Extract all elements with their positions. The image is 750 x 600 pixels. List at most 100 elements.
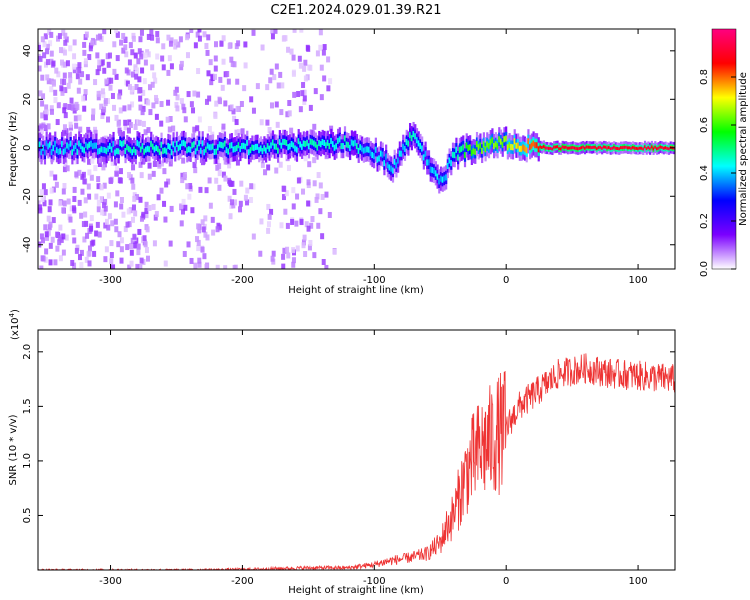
spectrogram-noise-cell — [155, 31, 160, 38]
spectrogram-noise-cell — [251, 233, 256, 240]
spectrogram-noise-cell — [83, 197, 88, 204]
spectrogram-ridge-cell — [316, 144, 319, 151]
spectrogram-ridge-cell — [292, 142, 295, 149]
spectrogram-noise-cell — [97, 231, 102, 238]
spectrogram-noise-cell — [91, 239, 96, 246]
spectrogram-ridge-cell — [566, 146, 569, 150]
spectrogram-noise-cell — [324, 191, 329, 198]
spectrogram-ridge-cell — [662, 146, 665, 150]
spectrogram-noise-cell — [270, 255, 275, 262]
spectrogram-noise-cell — [63, 112, 68, 119]
spectrogram-noise-cell — [44, 104, 49, 111]
spectrogram-noise-cell — [103, 222, 108, 229]
spectrogram-noise-cell — [39, 265, 44, 269]
spectrogram-ridge-cell — [393, 158, 396, 165]
spectrogram-noise-cell — [225, 70, 230, 77]
spectrogram-noise-cell — [303, 251, 308, 258]
spectrogram-ridge-cell — [607, 145, 611, 149]
spectrogram-ridge-cell — [631, 145, 635, 149]
spectrogram-ridge-cell — [546, 146, 549, 150]
spectrogram-ridge-cell — [583, 146, 587, 150]
colorbar-ticks: 0.0 0.2 0.4 0.6 0.8 — [699, 69, 736, 277]
spectrogram-noise-cell — [308, 104, 313, 111]
spectrogram-noise-cell — [202, 253, 207, 260]
spectrogram-noise-cell — [289, 48, 294, 55]
spectrogram-noise-cell — [39, 128, 44, 135]
spectrogram-ridge-cell — [455, 146, 458, 153]
spectrogram-noise-cell — [60, 78, 65, 85]
spectrogram-noise-cell — [117, 127, 122, 134]
spectrogram-noise-cell — [245, 199, 250, 206]
spectrogram-noise-cell — [72, 237, 77, 244]
spectrogram-noise-cell — [81, 221, 86, 228]
x-tick-label: -200 — [231, 576, 254, 587]
spectrogram-ridge-cell — [635, 146, 638, 150]
spectrogram-ridge-cell — [215, 148, 218, 155]
spectrogram-noise-cell — [302, 95, 307, 102]
spectrogram-noise-cell — [278, 161, 283, 168]
spectrogram-noise-cell — [145, 226, 150, 233]
spectrogram-ridge-cell — [79, 143, 83, 150]
spectrogram-noise-cell — [294, 220, 299, 227]
spectrogram-ridge-cell — [373, 153, 376, 160]
spectrogram-ridge-cell — [206, 142, 209, 149]
spectrogram-noise-cell — [186, 91, 191, 98]
spectrogram-noise-cell — [179, 98, 184, 105]
spectrogram-noise-cell — [284, 190, 289, 197]
spectrogram-noise-cell — [38, 204, 42, 211]
spectrogram-noise-cell — [114, 114, 119, 121]
spectrogram-noise-cell — [130, 177, 135, 184]
spectrogram-ridge-cell — [446, 162, 449, 169]
spectrogram-ridge-cell — [597, 146, 600, 150]
spectrogram-noise-cell — [84, 256, 89, 263]
spectrogram-noise-cell — [313, 88, 318, 95]
spectrogram-ridge-cell — [436, 173, 439, 180]
spectrogram-ridge-cell — [518, 145, 521, 152]
spectrogram-noise-cell — [297, 55, 302, 62]
spectrogram-ridge-cell — [246, 139, 249, 146]
spectrogram-noise-cell — [89, 225, 94, 232]
spectrogram-noise-cell — [43, 189, 48, 196]
spectrogram-noise-cell — [106, 116, 111, 123]
spectrogram-ridge-cell — [481, 147, 484, 154]
spectrogram-ridge-cell — [155, 144, 158, 151]
spectrogram-noise-cell — [103, 256, 108, 263]
spectrogram-noise-cell — [40, 74, 45, 81]
spectrogram-noise-cell — [295, 245, 300, 252]
spectrogram-noise-cell — [130, 49, 135, 56]
spectrogram-ridge-cell — [136, 140, 139, 147]
spectrogram-noise-cell — [213, 41, 218, 48]
spectrogram-ridge-cell — [150, 140, 153, 147]
spectrogram-noise-cell — [213, 113, 218, 120]
spectrogram-noise-cell — [266, 227, 271, 234]
spectrogram-noise-cell — [318, 44, 323, 51]
spectrogram-noise-cell — [59, 59, 64, 66]
spectrogram-ridge-cell — [83, 147, 86, 154]
spectrogram-ridge-cell — [402, 143, 405, 150]
spectrogram-noise-cell — [82, 49, 87, 56]
spectrogram-noise-cell — [97, 65, 102, 72]
colorbar-tick-label: 0.2 — [699, 213, 710, 229]
spectrogram-ridge-cell — [499, 138, 503, 145]
spectrogram-ridge-cell — [330, 137, 333, 144]
spectrogram-noise-cell — [64, 234, 69, 241]
spectrogram-ridge-cell — [271, 139, 275, 146]
spectrogram-noise-cell — [207, 177, 212, 184]
spectrogram-noise-cell — [195, 236, 200, 243]
spectrogram-noise-cell — [91, 108, 96, 115]
spectrogram-ridge-cell — [76, 148, 79, 155]
spectrogram-noise-cell — [298, 62, 303, 69]
spectrogram-ridge-cell — [498, 136, 501, 143]
spectrogram-ridge-cell — [210, 144, 213, 151]
spectrogram-noise-cell — [196, 68, 201, 75]
spectrogram-noise-cell — [232, 264, 237, 269]
spectrogram-noise-cell — [44, 109, 49, 116]
spectrogram-noise-cell — [80, 173, 85, 180]
spectrogram-noise-cell — [38, 65, 42, 72]
spectrogram-ridge-cell — [163, 147, 167, 154]
spectrogram-noise-cell — [285, 111, 290, 118]
spectrogram-noise-cell — [163, 260, 168, 267]
figure-title: C2E1.2024.029.01.39.R21 — [270, 3, 441, 18]
spectrogram-noise-cell — [182, 107, 187, 114]
spectrogram-noise-cell — [195, 31, 200, 38]
